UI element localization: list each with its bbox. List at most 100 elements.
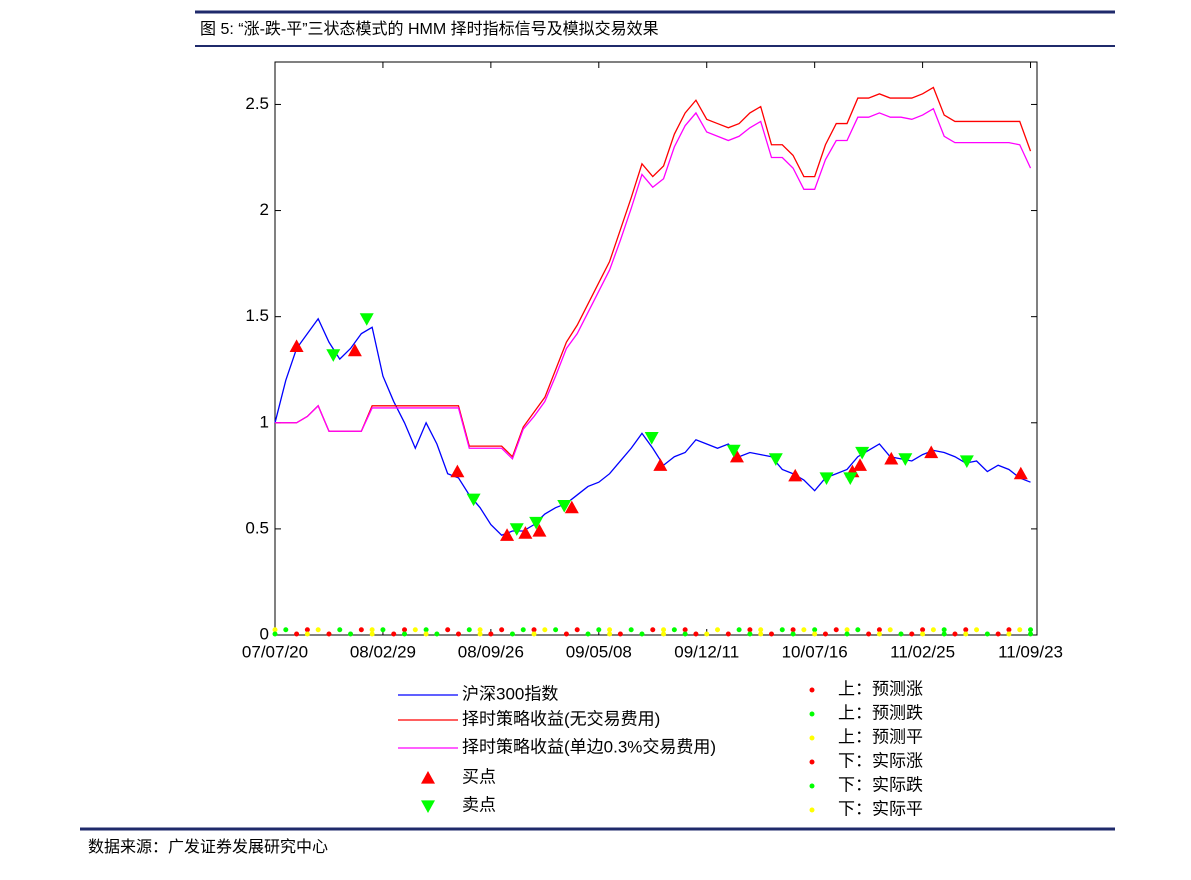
y-tick-label: 1 bbox=[260, 412, 269, 431]
legend-label: 下：实际涨 bbox=[838, 751, 923, 770]
signal-dot bbox=[779, 627, 785, 633]
signal-dot bbox=[574, 627, 580, 633]
buy-marker bbox=[788, 468, 803, 482]
series-line bbox=[275, 107, 1032, 461]
sell-marker bbox=[768, 453, 783, 466]
legend-swatch bbox=[809, 759, 815, 765]
y-tick-label: 0.5 bbox=[245, 518, 269, 537]
signal-dot bbox=[553, 627, 559, 633]
signal-dot bbox=[423, 631, 429, 637]
sell-marker bbox=[466, 493, 481, 507]
signal-dot bbox=[693, 631, 699, 637]
signal-dot bbox=[639, 631, 645, 637]
legend-swatch bbox=[421, 800, 435, 813]
signal-dot bbox=[682, 627, 688, 633]
legend-swatch bbox=[809, 807, 815, 813]
signal-dot bbox=[747, 627, 753, 633]
series-line bbox=[274, 317, 1031, 537]
signal-dot bbox=[1006, 631, 1012, 637]
signal-dot bbox=[358, 627, 364, 633]
chart-title: 图 5: “涨-跌-平”三状态模式的 HMM 择时指标信号及模拟交易效果 bbox=[200, 20, 659, 38]
sell-marker bbox=[819, 472, 834, 485]
x-tick-label: 11/09/23 bbox=[998, 642, 1063, 661]
signal-dot bbox=[725, 631, 731, 637]
legend-label: 卖点 bbox=[462, 795, 496, 814]
signal-dot bbox=[348, 631, 354, 637]
legend-label: 上：预测跌 bbox=[838, 703, 923, 722]
signal-dot bbox=[941, 631, 947, 637]
legend-label: 择时策略收益(单边0.3%交易费用) bbox=[462, 737, 716, 756]
legend-swatch bbox=[809, 711, 815, 717]
buy-marker bbox=[729, 449, 744, 463]
buy-marker bbox=[532, 524, 547, 537]
signal-dot bbox=[272, 631, 278, 637]
legend-label: 下：实际跌 bbox=[838, 775, 923, 794]
sell-marker bbox=[359, 313, 374, 326]
sell-marker bbox=[326, 349, 341, 362]
legend-swatch bbox=[809, 783, 815, 789]
buy-marker bbox=[289, 339, 304, 352]
y-tick-label: 0 bbox=[260, 624, 269, 643]
sell-marker bbox=[726, 444, 741, 458]
signal-dot bbox=[1017, 627, 1023, 633]
series-line bbox=[275, 86, 1032, 458]
signal-dot bbox=[768, 631, 774, 637]
signal-dot bbox=[380, 627, 386, 633]
sell-marker bbox=[509, 523, 524, 536]
sell-marker bbox=[843, 472, 858, 485]
y-tick-label: 2 bbox=[260, 200, 269, 219]
signal-dot bbox=[952, 631, 958, 637]
signal-dot bbox=[758, 631, 764, 637]
x-tick-label: 10/07/16 bbox=[782, 642, 848, 661]
signal-dot bbox=[294, 631, 300, 637]
legend-swatch bbox=[421, 771, 435, 784]
signal-dot bbox=[963, 627, 969, 633]
buy-marker bbox=[852, 458, 867, 471]
signal-dot bbox=[488, 631, 494, 637]
buy-marker bbox=[653, 458, 668, 471]
signal-dot bbox=[509, 631, 515, 637]
y-tick-label: 2.5 bbox=[245, 94, 269, 113]
buy-marker bbox=[500, 528, 515, 541]
signal-dot bbox=[790, 631, 796, 637]
signal-dot bbox=[909, 631, 915, 637]
sell-marker bbox=[529, 516, 544, 530]
buy-marker bbox=[924, 445, 939, 459]
signal-dot bbox=[1028, 631, 1034, 637]
legend-label: 沪深300指数 bbox=[462, 684, 558, 703]
buy-marker bbox=[347, 343, 362, 357]
signal-dot bbox=[758, 627, 764, 633]
signal-dot bbox=[887, 627, 893, 633]
signal-dot bbox=[477, 631, 483, 637]
signal-dot bbox=[304, 627, 310, 633]
sell-marker bbox=[898, 453, 913, 466]
signal-dot bbox=[617, 631, 623, 637]
signal-dot bbox=[876, 627, 882, 633]
signal-dot bbox=[812, 631, 818, 637]
signal-dot bbox=[704, 631, 710, 637]
plot-frame bbox=[274, 61, 1038, 636]
signal-dot bbox=[563, 631, 569, 637]
signal-dot bbox=[920, 631, 926, 637]
signal-dot bbox=[337, 627, 343, 633]
signal-dot bbox=[391, 631, 397, 637]
signal-dot bbox=[930, 627, 936, 633]
legend-swatch bbox=[809, 735, 815, 741]
signal-dot bbox=[477, 627, 483, 633]
signal-dot bbox=[499, 627, 505, 633]
signal-dot bbox=[402, 631, 408, 637]
signal-dot bbox=[984, 631, 990, 637]
x-tick-label: 07/07/20 bbox=[242, 642, 308, 661]
signal-dot bbox=[844, 631, 850, 637]
signal-dot bbox=[855, 627, 861, 633]
x-tick-label: 09/05/08 bbox=[566, 642, 632, 661]
legend-label: 买点 bbox=[462, 767, 496, 786]
sell-marker bbox=[959, 455, 974, 468]
signal-dot bbox=[304, 631, 310, 637]
signal-dot bbox=[844, 627, 850, 633]
signal-dot bbox=[866, 631, 872, 637]
signal-dot bbox=[1006, 627, 1012, 633]
signal-dot bbox=[445, 627, 451, 633]
signal-dot bbox=[466, 627, 472, 633]
